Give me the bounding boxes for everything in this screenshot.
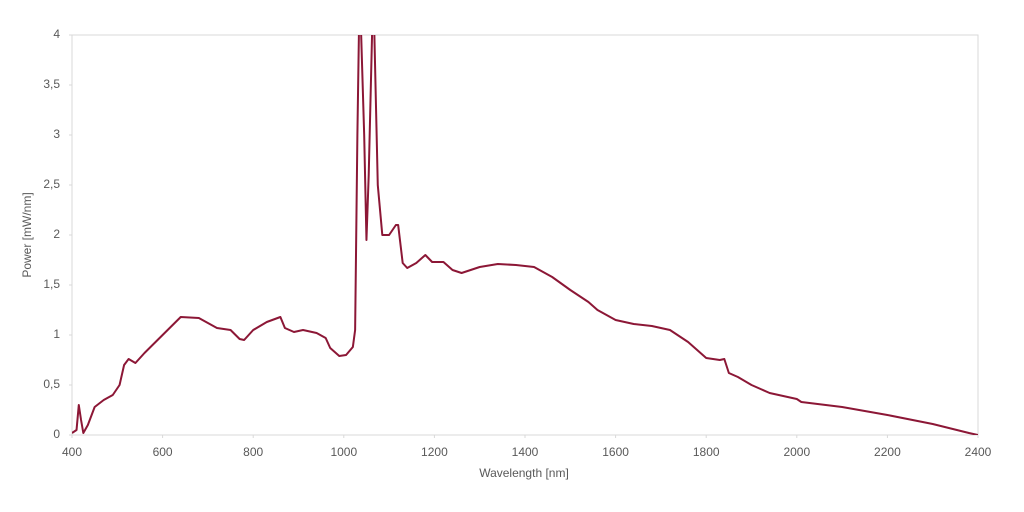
x-tick-label: 1200	[421, 445, 448, 459]
y-tick-label: 1,5	[43, 277, 60, 291]
y-tick-label: 2	[53, 227, 60, 241]
plot-frame	[71, 34, 979, 436]
y-tick-label: 2,5	[43, 177, 60, 191]
data-line	[72, 35, 978, 435]
y-tick-label: 1	[53, 327, 60, 341]
x-tick-label: 2200	[874, 445, 901, 459]
x-tick-label: 1000	[330, 445, 357, 459]
y-tick-label: 3,5	[43, 77, 60, 91]
x-tick-label: 1600	[602, 445, 629, 459]
x-tick-label: 600	[153, 445, 173, 459]
x-tick-label: 400	[62, 445, 82, 459]
y-axis-label: Power [mW/nm]	[20, 192, 34, 277]
x-tick-label: 2400	[965, 445, 992, 459]
plot-area	[72, 35, 978, 435]
y-tick-label: 0	[53, 427, 60, 441]
y-tick-label: 4	[53, 27, 60, 41]
x-tick-label: 1800	[693, 445, 720, 459]
x-tick-label: 800	[243, 445, 263, 459]
y-tick-label: 0,5	[43, 377, 60, 391]
x-tick-label: 1400	[512, 445, 539, 459]
x-tick-label: 2000	[783, 445, 810, 459]
y-tick-label: 3	[53, 127, 60, 141]
x-axis-label: Wavelength [nm]	[479, 466, 569, 480]
